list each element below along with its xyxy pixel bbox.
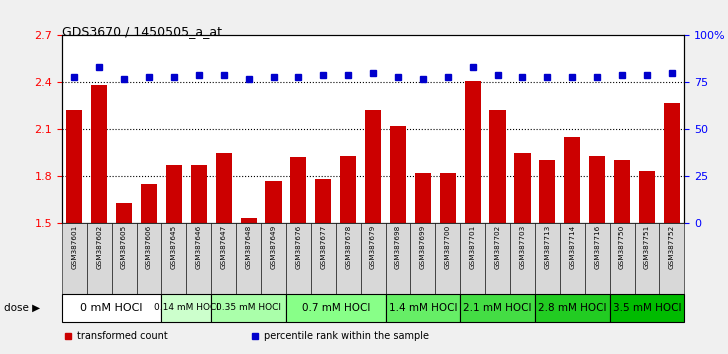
Bar — [460, 223, 485, 294]
Bar — [340, 156, 356, 223]
Text: 0.35 mM HOCl: 0.35 mM HOCl — [216, 303, 281, 313]
Bar — [435, 223, 460, 294]
Text: 0 mM HOCl: 0 mM HOCl — [80, 303, 143, 313]
Text: dose ▶: dose ▶ — [4, 303, 40, 313]
Text: transformed count: transformed count — [77, 331, 168, 342]
Text: GDS3670 / 1450505_a_at: GDS3670 / 1450505_a_at — [62, 25, 222, 38]
Bar — [386, 294, 460, 322]
Bar — [116, 203, 132, 223]
Bar — [141, 184, 157, 223]
Text: GSM387605: GSM387605 — [121, 225, 127, 269]
Text: 0.14 mM HOCl: 0.14 mM HOCl — [154, 303, 219, 313]
Bar — [415, 173, 431, 223]
Text: 2.1 mM HOCl: 2.1 mM HOCl — [463, 303, 532, 313]
Text: percentile rank within the sample: percentile rank within the sample — [264, 331, 430, 342]
Bar — [609, 223, 635, 294]
Bar — [360, 223, 386, 294]
Bar — [589, 156, 605, 223]
Text: GSM387679: GSM387679 — [370, 225, 376, 269]
Bar — [211, 294, 286, 322]
Text: GSM387645: GSM387645 — [171, 225, 177, 269]
Bar — [236, 223, 261, 294]
Bar — [585, 223, 609, 294]
Text: GSM387716: GSM387716 — [594, 225, 600, 269]
Bar — [510, 223, 535, 294]
Bar — [440, 173, 456, 223]
Text: GSM387700: GSM387700 — [445, 225, 451, 269]
Bar — [286, 294, 386, 322]
Bar — [62, 294, 162, 322]
Bar — [609, 294, 684, 322]
Text: GSM387606: GSM387606 — [146, 225, 152, 269]
Text: GSM387648: GSM387648 — [245, 225, 252, 269]
Bar — [87, 223, 111, 294]
Bar — [635, 223, 660, 294]
Bar — [485, 223, 510, 294]
Bar — [515, 153, 531, 223]
Text: GSM387714: GSM387714 — [569, 225, 575, 269]
Bar — [411, 223, 435, 294]
Bar — [664, 103, 680, 223]
Bar — [365, 110, 381, 223]
Bar — [535, 294, 609, 322]
Bar — [639, 171, 655, 223]
Bar — [386, 223, 411, 294]
Text: GSM387751: GSM387751 — [644, 225, 650, 269]
Text: GSM387677: GSM387677 — [320, 225, 326, 269]
Bar — [390, 126, 406, 223]
Bar — [315, 179, 331, 223]
Text: GSM387703: GSM387703 — [520, 225, 526, 269]
Bar — [311, 223, 336, 294]
Bar — [137, 223, 162, 294]
Bar — [336, 223, 360, 294]
Text: GSM387601: GSM387601 — [71, 225, 77, 269]
Text: 0.7 mM HOCl: 0.7 mM HOCl — [301, 303, 370, 313]
Bar — [290, 157, 306, 223]
Bar — [266, 181, 282, 223]
Bar — [489, 110, 506, 223]
Text: GSM387713: GSM387713 — [545, 225, 550, 269]
Text: GSM387676: GSM387676 — [296, 225, 301, 269]
Bar — [614, 160, 630, 223]
Bar — [186, 223, 211, 294]
Bar — [535, 223, 560, 294]
Text: 3.5 mM HOCl: 3.5 mM HOCl — [613, 303, 681, 313]
Text: 2.8 mM HOCl: 2.8 mM HOCl — [538, 303, 606, 313]
Bar — [286, 223, 311, 294]
Text: GSM387646: GSM387646 — [196, 225, 202, 269]
Bar — [560, 223, 585, 294]
Text: GSM387602: GSM387602 — [96, 225, 102, 269]
Text: GSM387701: GSM387701 — [470, 225, 475, 269]
Bar — [111, 223, 137, 294]
Bar — [460, 294, 535, 322]
Text: GSM387698: GSM387698 — [395, 225, 401, 269]
Bar — [464, 81, 480, 223]
Bar — [162, 294, 211, 322]
Bar — [162, 223, 186, 294]
Bar — [215, 153, 232, 223]
Bar — [261, 223, 286, 294]
Bar — [166, 165, 182, 223]
Text: GSM387678: GSM387678 — [345, 225, 351, 269]
Bar — [191, 165, 207, 223]
Bar — [240, 218, 257, 223]
Text: GSM387702: GSM387702 — [494, 225, 501, 269]
Bar — [564, 137, 580, 223]
Text: 1.4 mM HOCl: 1.4 mM HOCl — [389, 303, 457, 313]
Text: GSM387752: GSM387752 — [669, 225, 675, 269]
Text: GSM387699: GSM387699 — [420, 225, 426, 269]
Text: GSM387649: GSM387649 — [271, 225, 277, 269]
Bar — [539, 160, 555, 223]
Bar — [62, 223, 87, 294]
Bar — [66, 110, 82, 223]
Bar — [91, 85, 107, 223]
Text: GSM387750: GSM387750 — [619, 225, 625, 269]
Bar — [660, 223, 684, 294]
Bar — [211, 223, 236, 294]
Text: GSM387647: GSM387647 — [221, 225, 226, 269]
